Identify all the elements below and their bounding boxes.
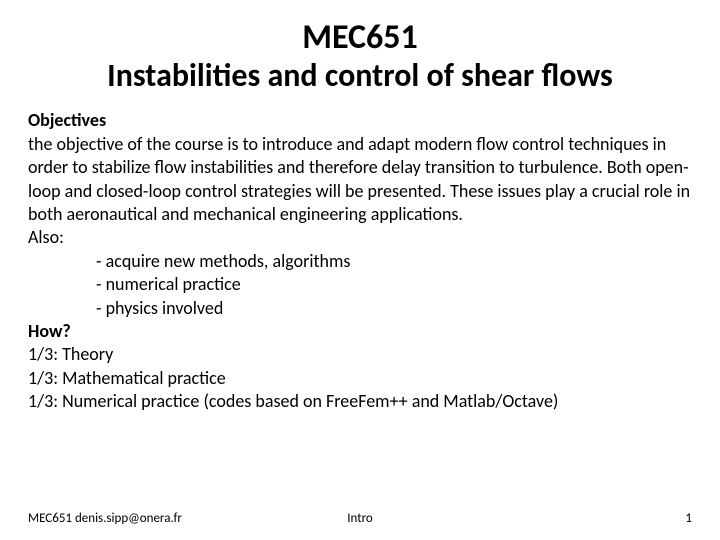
objectives-paragraph: the objective of the course is to introd… [28,133,692,227]
course-code: MEC651 [28,18,692,57]
footer-left: MEC651 denis.sipp@onera.fr [28,511,182,526]
title-block: MEC651 Instabilities and control of shea… [28,18,692,95]
how-line: 1/3: Numerical practice (codes based on … [28,390,692,413]
slide: MEC651 Instabilities and control of shea… [0,0,720,540]
bullet-item: physics involved [96,297,692,320]
course-title: Instabilities and control of shear flows [28,57,692,95]
bullet-item: numerical practice [96,273,692,296]
bullet-item: acquire new methods, algorithms [96,250,692,273]
footer: MEC651 denis.sipp@onera.fr Intro 1 [28,511,692,526]
body-content: Objectives the objective of the course i… [28,109,692,413]
how-line: 1/3: Theory [28,343,692,366]
objectives-heading: Objectives [28,109,692,132]
how-line: 1/3: Mathematical practice [28,367,692,390]
also-label: Also: [28,226,692,249]
how-heading: How? [28,320,692,343]
footer-right: 1 [685,511,692,526]
objectives-bullets: acquire new methods, algorithms numerica… [28,250,692,320]
